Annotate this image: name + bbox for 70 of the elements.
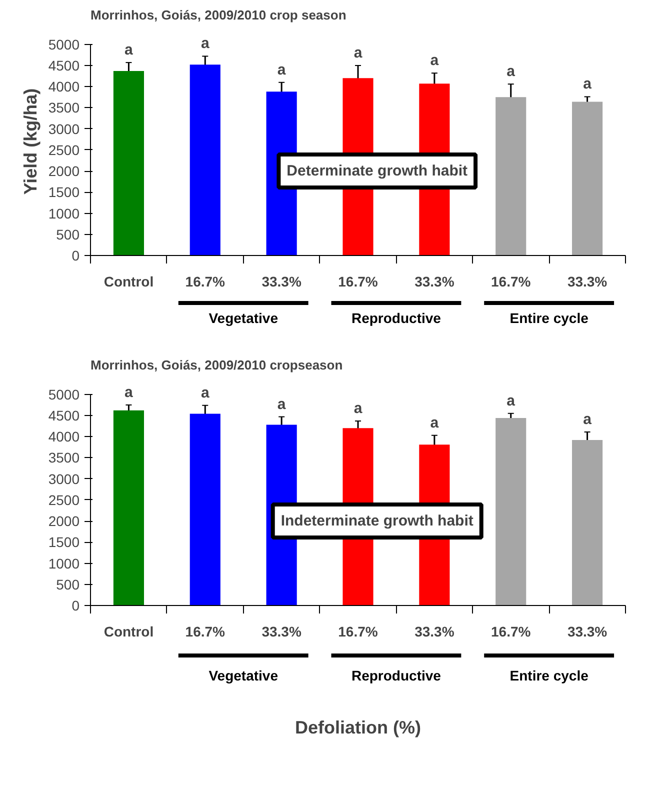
x-tick-label: Control bbox=[104, 624, 154, 640]
annotation: a bbox=[430, 414, 440, 432]
x-tick-label: 16.7% bbox=[491, 624, 532, 640]
chart-title: Morrinhos, Goiás, 2009/2010 cropseason bbox=[90, 358, 343, 372]
y-tick-label: 1500 bbox=[48, 184, 80, 200]
y-tick-label: 500 bbox=[56, 576, 80, 592]
text: Entire cycle bbox=[510, 668, 589, 684]
text: Vegetative bbox=[208, 310, 278, 326]
y-tick-label: 1000 bbox=[48, 555, 80, 572]
x-tick-label: 33.3% bbox=[414, 624, 455, 640]
x-axis-title: Defoliation (%) bbox=[295, 718, 422, 738]
text: Vegetative bbox=[208, 668, 278, 684]
y-tick-label: 500 bbox=[56, 226, 80, 242]
annotation: Indeterminate growth habit bbox=[280, 512, 474, 530]
annotation: a bbox=[277, 396, 286, 413]
bar bbox=[572, 102, 603, 256]
bar bbox=[496, 97, 526, 256]
bar bbox=[496, 418, 526, 606]
bar bbox=[113, 70, 144, 256]
y-tick-label: 2500 bbox=[48, 492, 80, 508]
x-tick-label: 33.3% bbox=[262, 274, 302, 290]
x-tick-label: 16.7% bbox=[185, 274, 226, 290]
annotation: a bbox=[583, 410, 592, 428]
bar bbox=[190, 64, 220, 256]
x-tick-label: 16.7% bbox=[338, 274, 378, 290]
x-tick-label: 33.3% bbox=[567, 624, 608, 640]
y-tick-label: 0 bbox=[72, 248, 80, 264]
x-tick-label: 33.3% bbox=[567, 274, 608, 290]
annotation: Determinate growth habit bbox=[286, 162, 468, 180]
annotation: a bbox=[583, 76, 592, 93]
y-tick-label: 3000 bbox=[48, 470, 80, 487]
y-axis-title: Yield (kg/ha) bbox=[20, 88, 40, 195]
y-tick-label: 0 bbox=[72, 598, 80, 614]
text: Reproductive bbox=[351, 668, 442, 684]
annotation: a bbox=[124, 384, 134, 401]
y-tick-label: 4000 bbox=[48, 78, 80, 95]
y-tick-label: 3000 bbox=[48, 120, 80, 137]
chart-title: Morrinhos, Goiás, 2009/2010 crop season bbox=[90, 8, 346, 22]
y-tick-label: 2500 bbox=[48, 142, 80, 158]
y-tick-label: 3500 bbox=[48, 100, 80, 116]
text: Entire cycle bbox=[510, 310, 589, 326]
y-tick-label: 4000 bbox=[48, 428, 80, 445]
y-tick-label: 5000 bbox=[48, 386, 80, 402]
x-tick-label: 33.3% bbox=[414, 274, 455, 290]
bar bbox=[572, 440, 603, 606]
x-tick-label: 33.3% bbox=[262, 624, 302, 640]
annotation: a bbox=[430, 52, 440, 70]
text: Reproductive bbox=[351, 310, 442, 326]
bar bbox=[190, 414, 220, 606]
annotation: a bbox=[354, 400, 363, 417]
annotation: a bbox=[277, 61, 286, 78]
y-tick-label: 1500 bbox=[48, 534, 80, 550]
bar bbox=[113, 410, 144, 606]
y-tick-label: 5000 bbox=[48, 36, 80, 52]
x-tick-label: 16.7% bbox=[491, 274, 532, 290]
y-tick-label: 2000 bbox=[48, 163, 80, 180]
y-tick-label: 2000 bbox=[48, 513, 80, 530]
annotation: a bbox=[506, 392, 516, 410]
annotation: a bbox=[200, 35, 210, 52]
y-tick-label: 4500 bbox=[48, 58, 80, 74]
y-tick-label: 3500 bbox=[48, 450, 80, 466]
y-tick-label: 4500 bbox=[48, 408, 80, 424]
y-tick-label: 1000 bbox=[48, 205, 80, 222]
annotation: a bbox=[124, 42, 134, 59]
annotation: a bbox=[354, 44, 363, 62]
x-tick-label: Control bbox=[104, 274, 154, 290]
x-tick-label: 16.7% bbox=[185, 624, 226, 640]
x-tick-label: 16.7% bbox=[338, 624, 378, 640]
annotation: a bbox=[200, 384, 210, 402]
annotation: a bbox=[506, 63, 516, 80]
